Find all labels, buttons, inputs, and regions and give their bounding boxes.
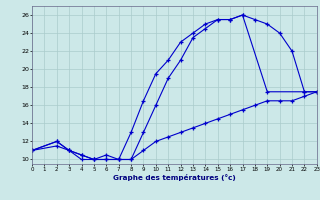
X-axis label: Graphe des températures (°c): Graphe des températures (°c): [113, 174, 236, 181]
